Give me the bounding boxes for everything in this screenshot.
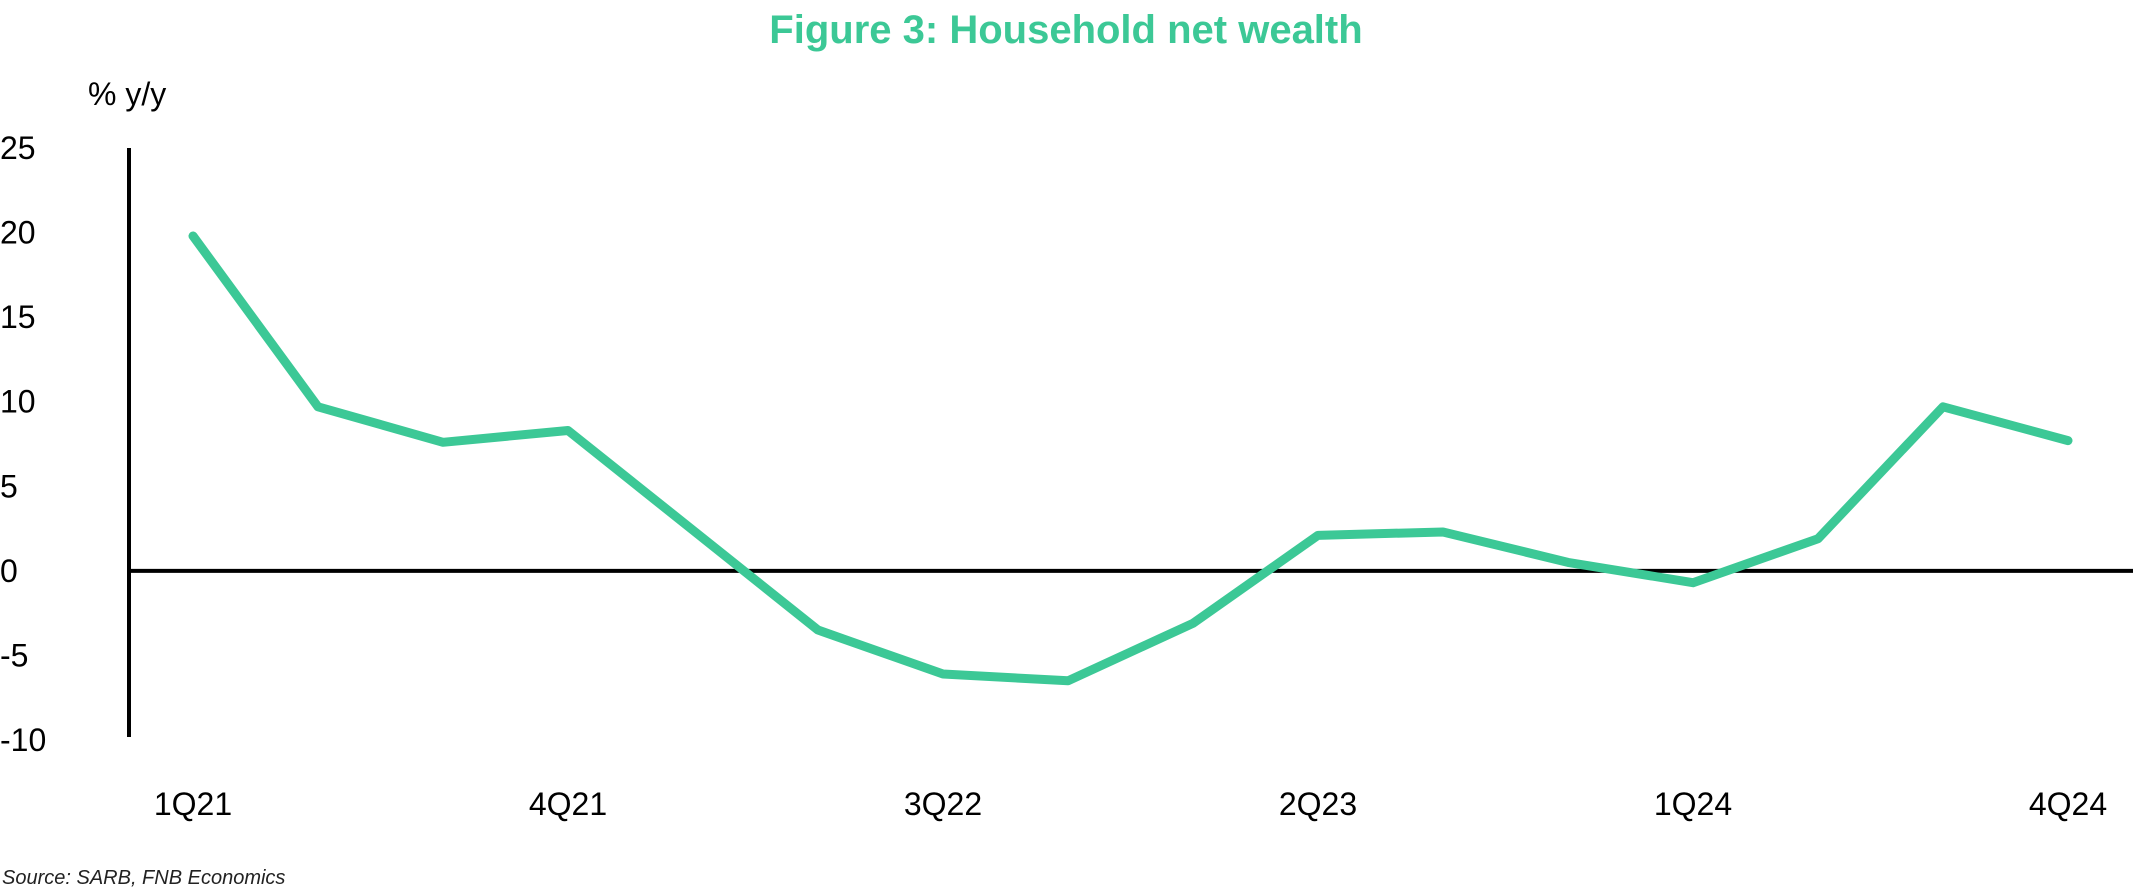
y-tick-label: 10 [0, 384, 36, 420]
x-tick-label: 1Q21 [154, 786, 232, 822]
x-tick-label: 3Q22 [904, 786, 982, 822]
x-tick-labels: 1Q21 4Q21 3Q22 2Q23 1Q24 4Q24 [154, 786, 2107, 822]
x-tick-label: 1Q24 [1654, 786, 1732, 822]
y-axis-label: % y/y [88, 76, 166, 112]
x-tick-label: 4Q24 [2029, 786, 2107, 822]
source-note: Source: SARB, FNB Economics [2, 867, 285, 889]
x-tick-label: 2Q23 [1279, 786, 1357, 822]
y-tick-label: 15 [0, 299, 36, 335]
x-tick-label: 4Q21 [529, 786, 607, 822]
y-tick-label: 5 [0, 468, 18, 504]
y-tick-label: -10 [0, 722, 46, 758]
y-tick-label: -5 [0, 637, 28, 673]
y-tick-label: 0 [0, 553, 18, 589]
chart-title: Figure 3: Household net wealth [769, 8, 1362, 52]
series-group [188, 231, 2073, 686]
y-tick-label: 20 [0, 215, 36, 251]
series-line [188, 231, 2073, 686]
y-tick-label: 25 [0, 130, 36, 166]
y-tick-labels: 25 20 15 10 5 0 -5 -10 [0, 130, 46, 758]
